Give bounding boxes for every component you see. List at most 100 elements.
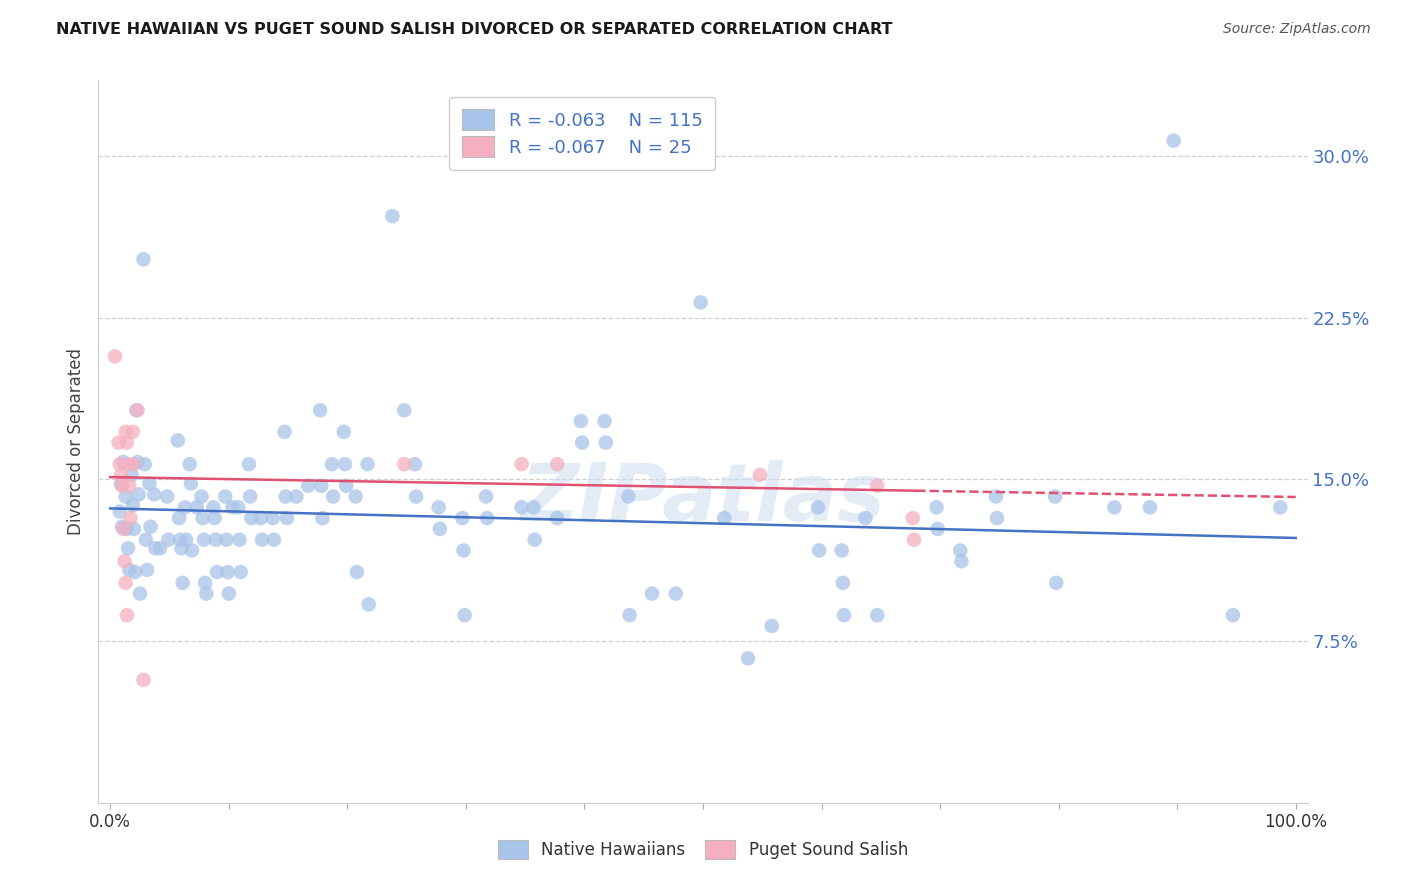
Point	[927, 522, 949, 536]
Point	[107, 435, 129, 450]
Point	[522, 500, 544, 515]
Point	[117, 457, 139, 471]
Point	[510, 457, 533, 471]
Point	[121, 498, 143, 512]
Point	[311, 511, 333, 525]
Point	[546, 457, 568, 471]
Point	[118, 479, 141, 493]
Point	[121, 467, 143, 482]
Point	[218, 586, 240, 600]
Point	[226, 500, 249, 515]
Point	[855, 511, 877, 525]
Point	[866, 608, 889, 623]
Point	[170, 541, 193, 556]
Text: Source: ZipAtlas.com: Source: ZipAtlas.com	[1223, 22, 1371, 37]
Point	[546, 511, 568, 525]
Point	[665, 586, 688, 600]
Point	[276, 511, 298, 525]
Point	[129, 586, 152, 600]
Point	[114, 425, 136, 439]
Point	[454, 608, 477, 623]
Point	[571, 435, 593, 450]
Point	[262, 511, 284, 525]
Point	[143, 541, 166, 556]
Point	[477, 511, 499, 525]
Point	[190, 490, 212, 504]
Point	[193, 533, 215, 547]
Point	[239, 490, 262, 504]
Point	[118, 563, 141, 577]
Point	[404, 457, 426, 471]
Point	[1043, 490, 1066, 504]
Point	[186, 500, 208, 515]
Point	[204, 533, 226, 547]
Point	[157, 533, 180, 547]
Point	[132, 252, 155, 267]
Point	[110, 476, 132, 491]
Point	[229, 565, 252, 579]
Point	[214, 490, 236, 504]
Point	[619, 608, 641, 623]
Point	[149, 541, 172, 556]
Point	[297, 479, 319, 493]
Point	[831, 575, 853, 590]
Point	[181, 543, 204, 558]
Point	[866, 479, 889, 493]
Point	[228, 533, 250, 547]
Point	[321, 457, 343, 471]
Point	[195, 586, 218, 600]
Point	[761, 619, 783, 633]
Point	[114, 490, 136, 504]
Point	[180, 476, 202, 491]
Point	[110, 467, 132, 482]
Point	[114, 554, 136, 568]
Point	[322, 490, 344, 504]
Point	[357, 598, 380, 612]
Point	[394, 403, 416, 417]
Point	[167, 511, 190, 525]
Point	[132, 673, 155, 687]
Point	[274, 490, 297, 504]
Point	[617, 490, 640, 504]
Point	[127, 403, 149, 417]
Point	[335, 479, 357, 493]
Point	[381, 209, 404, 223]
Point	[523, 533, 546, 547]
Point	[346, 565, 368, 579]
Text: NATIVE HAWAIIAN VS PUGET SOUND SALISH DIVORCED OR SEPARATED CORRELATION CHART: NATIVE HAWAIIAN VS PUGET SOUND SALISH DI…	[56, 22, 893, 37]
Point	[333, 425, 356, 439]
Point	[112, 522, 135, 536]
Point	[984, 490, 1007, 504]
Point	[394, 457, 416, 471]
Point	[104, 349, 127, 363]
Point	[273, 425, 295, 439]
Point	[136, 563, 159, 577]
Point	[925, 500, 948, 515]
Point	[143, 487, 166, 501]
Point	[1139, 500, 1161, 515]
Point	[166, 434, 188, 448]
Point	[1270, 500, 1292, 515]
Point	[1104, 500, 1126, 515]
Point	[405, 490, 427, 504]
Point	[748, 467, 770, 482]
Point	[1045, 575, 1067, 590]
Point	[169, 533, 191, 547]
Point	[174, 500, 197, 515]
Point	[108, 505, 131, 519]
Point	[311, 479, 333, 493]
Point	[205, 565, 228, 579]
Point	[172, 575, 194, 590]
Point	[117, 541, 139, 556]
Text: ZIPatlas: ZIPatlas	[520, 460, 886, 539]
Point	[240, 511, 263, 525]
Point	[903, 533, 925, 547]
Point	[238, 457, 260, 471]
Point	[344, 490, 367, 504]
Point	[125, 403, 148, 417]
Point	[120, 511, 142, 525]
Point	[114, 575, 136, 590]
Point	[309, 403, 332, 417]
Point	[1163, 134, 1185, 148]
Point	[124, 565, 146, 579]
